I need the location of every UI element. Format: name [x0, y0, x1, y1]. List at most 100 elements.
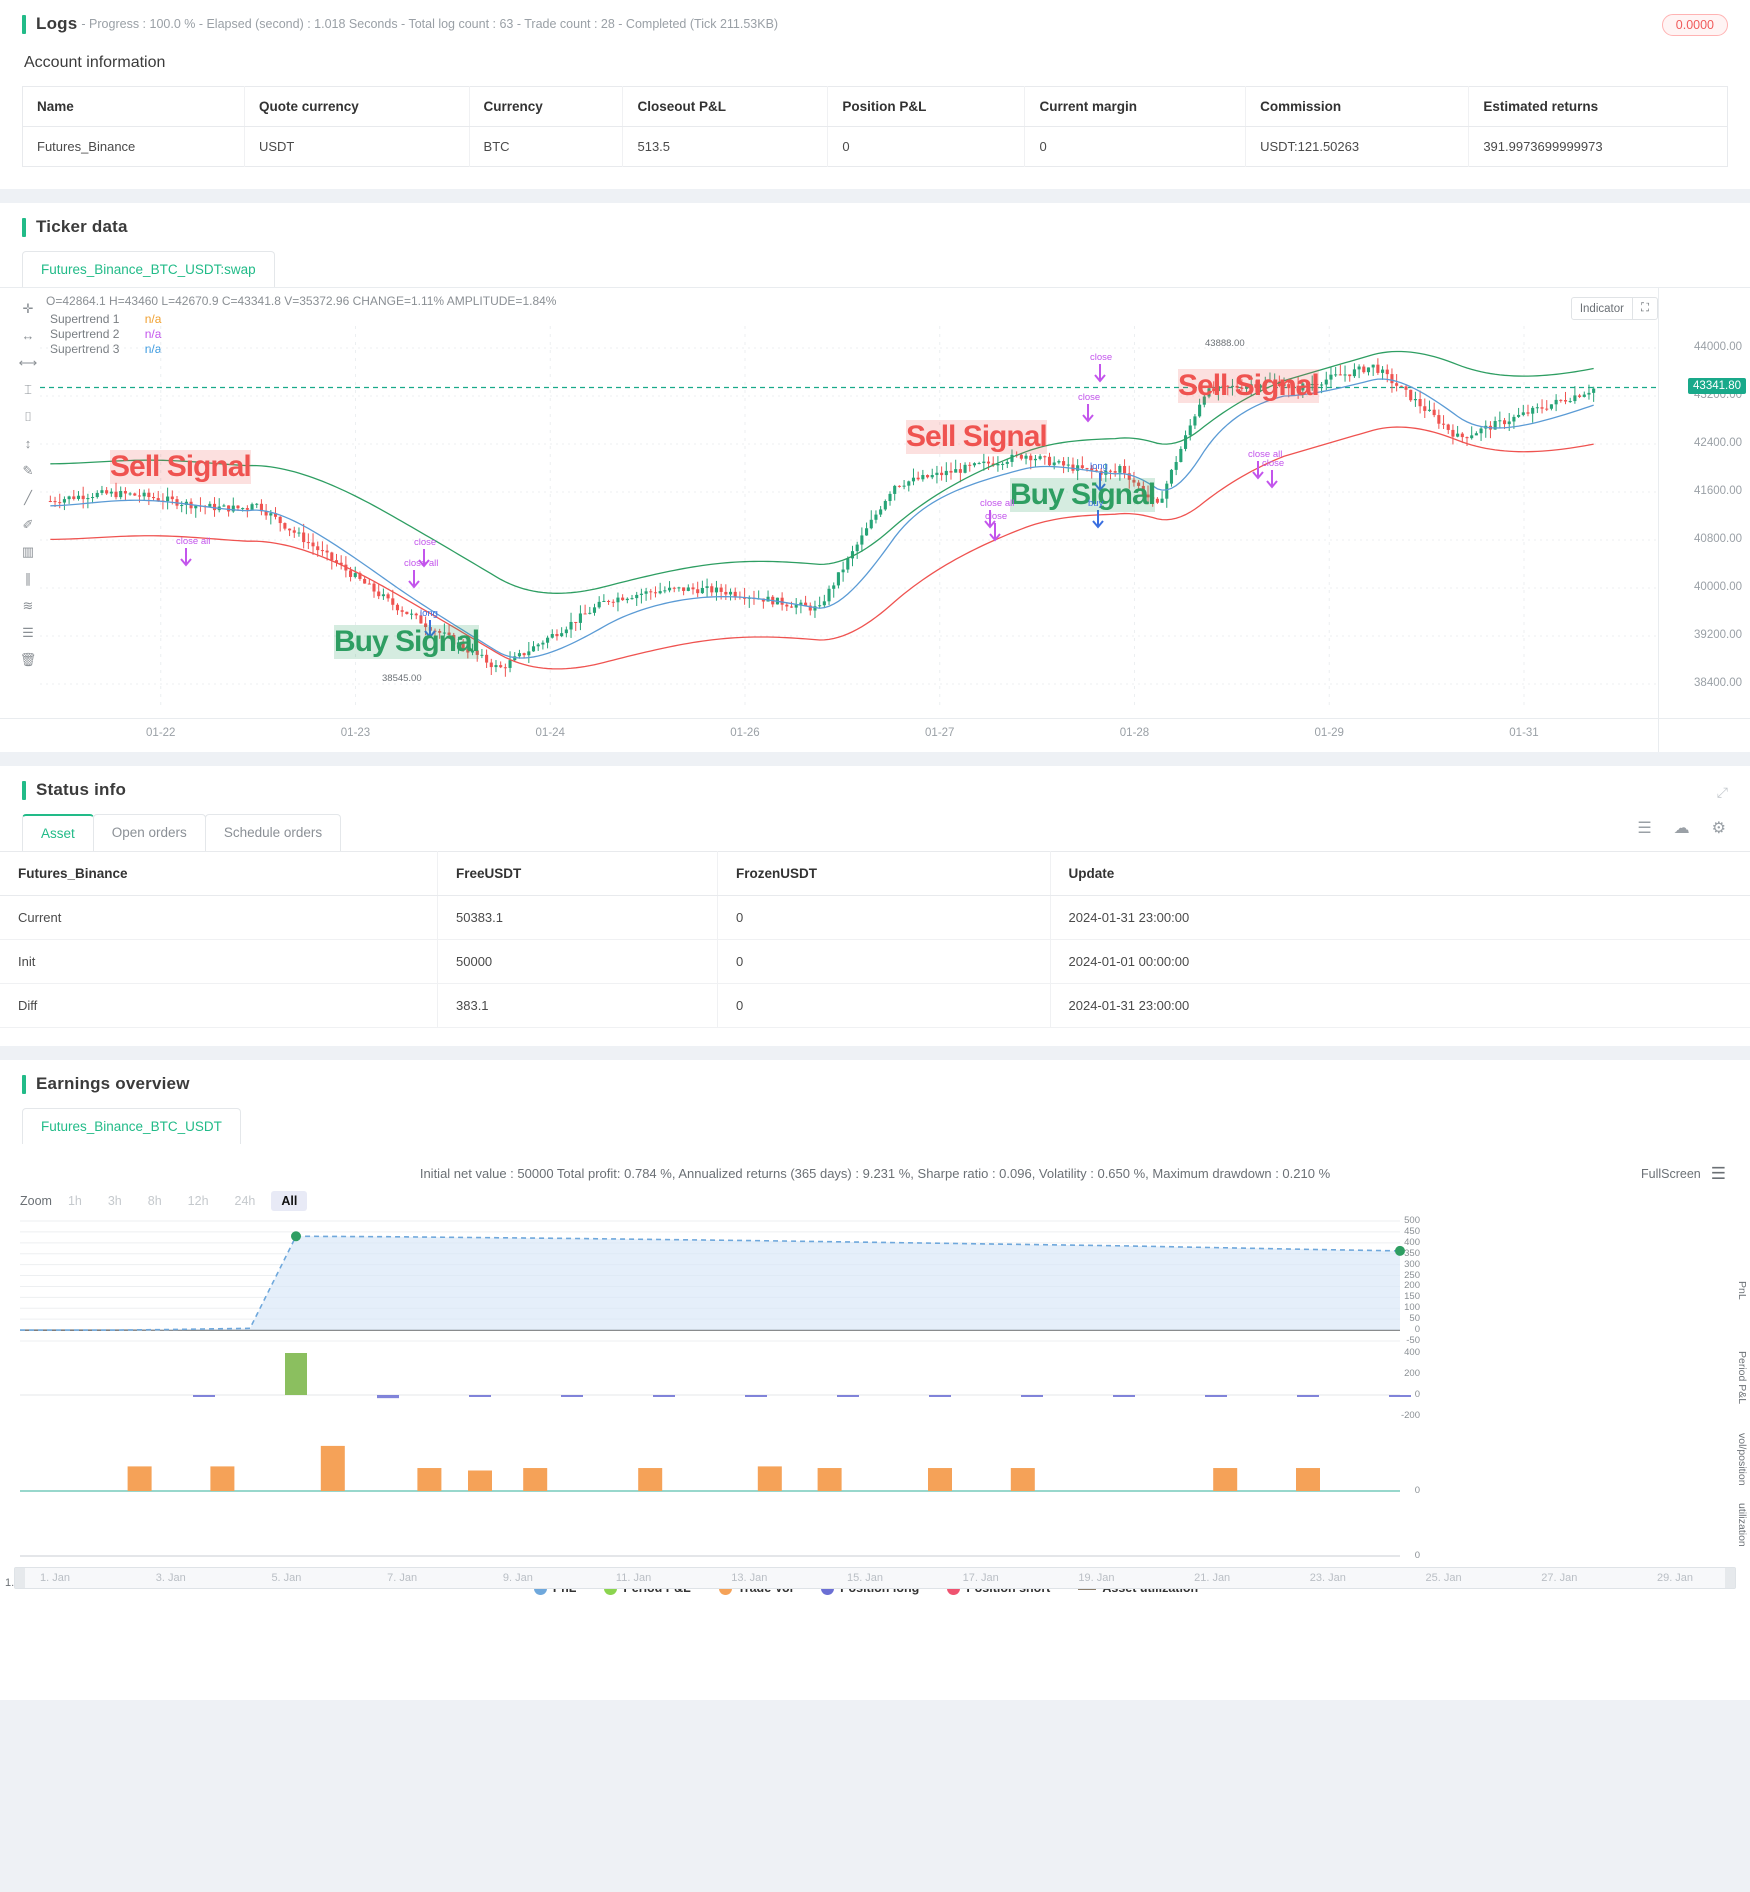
trade-marker: close all — [404, 558, 439, 569]
ruler-icon[interactable]: ↕ — [24, 436, 32, 451]
scrollbar-tick: 13. Jan — [731, 1572, 768, 1584]
cloud-upload-icon[interactable]: ☁ — [1673, 820, 1690, 837]
fullscreen-label[interactable]: FullScreen — [1641, 1167, 1701, 1181]
zoom-24h[interactable]: 24h — [234, 1194, 256, 1208]
gear-icon[interactable]: ⚙ — [1711, 820, 1726, 837]
measure-icon[interactable]: ⌷ — [24, 409, 32, 424]
tab-asset[interactable]: Asset — [22, 814, 94, 851]
chart-scrollbar[interactable]: 1. Jan 3. Jan 5. Jan 7. Jan 9. Jan 11. Jan 13.… — [14, 1567, 1736, 1589]
col-quote-currency: Quote currency — [244, 86, 470, 127]
scrollbar-tick: 21. Jan — [1194, 1572, 1231, 1584]
vertical-line-icon[interactable]: ⌶ — [24, 382, 32, 397]
candlestick-chart[interactable]: ✛ ↔ ⟷ ⌶ ⌷ ↕ ✎ ╱ ✐ ▥ ∥ ≋ ☰ 🗑 O=42864.1 H=… — [0, 287, 1750, 752]
wave-icon[interactable]: ≋ — [22, 598, 34, 613]
price-annotation: 43888.00 — [1205, 338, 1245, 349]
levels-icon[interactable]: ☰ — [22, 625, 34, 640]
status-badge[interactable]: 0.0000 — [1661, 14, 1728, 36]
cell-diff-frozen: 0 — [717, 983, 1051, 1028]
expand-icon[interactable]: ⤢ — [1716, 784, 1728, 800]
cell-current-label[interactable]: Current — [0, 895, 438, 940]
price-tick: 40800.00 — [1694, 533, 1742, 545]
zoom-12h[interactable]: 12h — [187, 1194, 209, 1208]
table-row: Futures_Binance USDT BTC 513.5 0 0 USDT:… — [22, 126, 1728, 167]
zoom-1h[interactable]: 1h — [67, 1194, 82, 1208]
pnl-axis-tick: 450 — [1404, 1225, 1420, 1237]
indicator-value: n/a — [144, 327, 162, 341]
tab-futures-binance-btc-usdt[interactable]: Futures_Binance_BTC_USDT — [22, 1108, 241, 1144]
indicator-button-group[interactable]: Indicator ⛶ — [1570, 297, 1658, 320]
logs-panel: Logs - Progress : 100.0 % - Elapsed (sec… — [0, 0, 1750, 189]
fullscreen-icon[interactable]: ⛶ — [1631, 298, 1657, 319]
chart-tools[interactable]: ✛ ↔ ⟷ ⌶ ⌷ ↕ ✎ ╱ ✐ ▥ ∥ ≋ ☰ 🗑 — [14, 302, 42, 666]
cell-commission: USDT:121.50263 — [1245, 126, 1470, 167]
zoom-3h[interactable]: 3h — [107, 1194, 122, 1208]
account-table-header: Name Quote currency Currency Closeout P&… — [22, 86, 1728, 127]
price-tick: 39200.00 — [1694, 629, 1742, 641]
indicator-value: n/a — [144, 312, 162, 326]
pnl-axis-tick: -50 — [1406, 1335, 1420, 1346]
pencil-icon[interactable]: ✎ — [22, 463, 34, 478]
axis-title-utilization: utilization — [1736, 1503, 1748, 1547]
table-row: Diff 383.1 0 2024-01-31 23:00:00 — [0, 983, 1750, 1028]
earnings-chart-wrap: Initial net value : 50000 Total profit: … — [0, 1144, 1750, 1595]
accent-bar — [22, 1074, 26, 1094]
zoom-8h[interactable]: 8h — [147, 1194, 162, 1208]
cell-current-update: 2024-01-31 23:00:00 — [1050, 895, 1750, 940]
list-icon[interactable]: ☰ — [1637, 820, 1652, 837]
bars-icon[interactable]: ▥ — [21, 544, 35, 559]
cursor-icon[interactable]: ✛ — [22, 301, 34, 316]
arrow-icon[interactable]: ⟷ — [18, 355, 38, 370]
trash-icon[interactable]: 🗑 — [19, 652, 37, 667]
trade-marker: buy — [1088, 498, 1104, 509]
ticker-title: Ticker data — [36, 217, 128, 236]
fullscreen-control[interactable]: FullScreen ☰ — [1641, 1164, 1726, 1184]
trend-line-icon[interactable]: ╱ — [24, 490, 32, 505]
col-currency: Currency — [469, 86, 624, 127]
account-table: Name Quote currency Currency Closeout P&… — [22, 86, 1728, 167]
pnl-axis-tick: 400 — [1404, 1236, 1420, 1248]
status-header: Status info — [0, 766, 1750, 800]
scrollbar-tick: 9. Jan — [502, 1572, 533, 1584]
horizontal-line-icon[interactable]: ↔ — [21, 328, 35, 343]
period-pnl-axis-tick: 400 — [1404, 1347, 1420, 1358]
scrollbar-handle-right[interactable] — [1725, 1568, 1735, 1588]
tab-schedule-orders[interactable]: Schedule orders — [204, 814, 342, 851]
tab-futures-binance-btc-usdt-swap[interactable]: Futures_Binance_BTC_USDT:swap — [22, 251, 275, 287]
earnings-chart[interactable]: 500 450 400 350 300 250 200 150 100 50 0 -50 400 200 0… — [0, 1211, 1750, 1571]
brush-icon[interactable]: ✐ — [22, 517, 34, 532]
trade-marker: close all — [1248, 449, 1283, 460]
status-title: Status info — [36, 780, 127, 799]
divider — [0, 189, 1750, 203]
cell-init-update: 2024-01-01 00:00:00 — [1050, 939, 1750, 984]
tab-open-orders[interactable]: Open orders — [92, 814, 206, 851]
col-estimated-returns: Estimated returns — [1468, 86, 1728, 127]
signal-label-sell: Sell Signal — [1178, 369, 1320, 403]
accent-bar — [22, 217, 26, 237]
col-frozenusdt: FrozenUSDT — [717, 851, 1051, 896]
indicator-value: n/a — [144, 342, 162, 356]
scrollbar-handle-left[interactable] — [15, 1568, 25, 1588]
parallel-icon[interactable]: ∥ — [24, 571, 32, 586]
date-tick: 01-23 — [340, 727, 371, 739]
earnings-tabs: Futures_Binance_BTC_USDT — [0, 1108, 1750, 1144]
scrollbar-tick: 17. Jan — [962, 1572, 999, 1584]
period-pnl-axis-tick: -200 — [1400, 1410, 1420, 1421]
indicator-button[interactable]: Indicator — [1579, 302, 1624, 315]
asset-table-header: Futures_Binance FreeUSDT FrozenUSDT Upda… — [0, 851, 1750, 896]
ticker-header: Ticker data — [0, 203, 1750, 237]
signal-label-buy: Buy Signal — [1010, 478, 1156, 512]
status-panel: Status info ⤢ Asset Open orders Schedule… — [0, 766, 1750, 1046]
cell-current-free: 50383.1 — [437, 895, 718, 940]
cell-diff-free: 383.1 — [437, 983, 718, 1028]
col-closeout-pnl: Closeout P&L — [622, 86, 829, 127]
indicator-label: Supertrend 3 — [50, 342, 120, 356]
scrollbar-tick: 29. Jan — [1656, 1572, 1694, 1584]
scrollbar-tick: 25. Jan — [1425, 1572, 1462, 1584]
zoom-all[interactable]: All — [271, 1191, 308, 1211]
trade-marker: long — [420, 608, 438, 619]
menu-icon[interactable]: ☰ — [1710, 1164, 1726, 1183]
table-row: Init 50000 0 2024-01-01 00:00:00 — [0, 939, 1750, 984]
date-tick: 01-31 — [1509, 727, 1539, 739]
price-tick: 38400.00 — [1694, 677, 1742, 689]
scrollbar-tick: 23. Jan — [1309, 1572, 1346, 1584]
